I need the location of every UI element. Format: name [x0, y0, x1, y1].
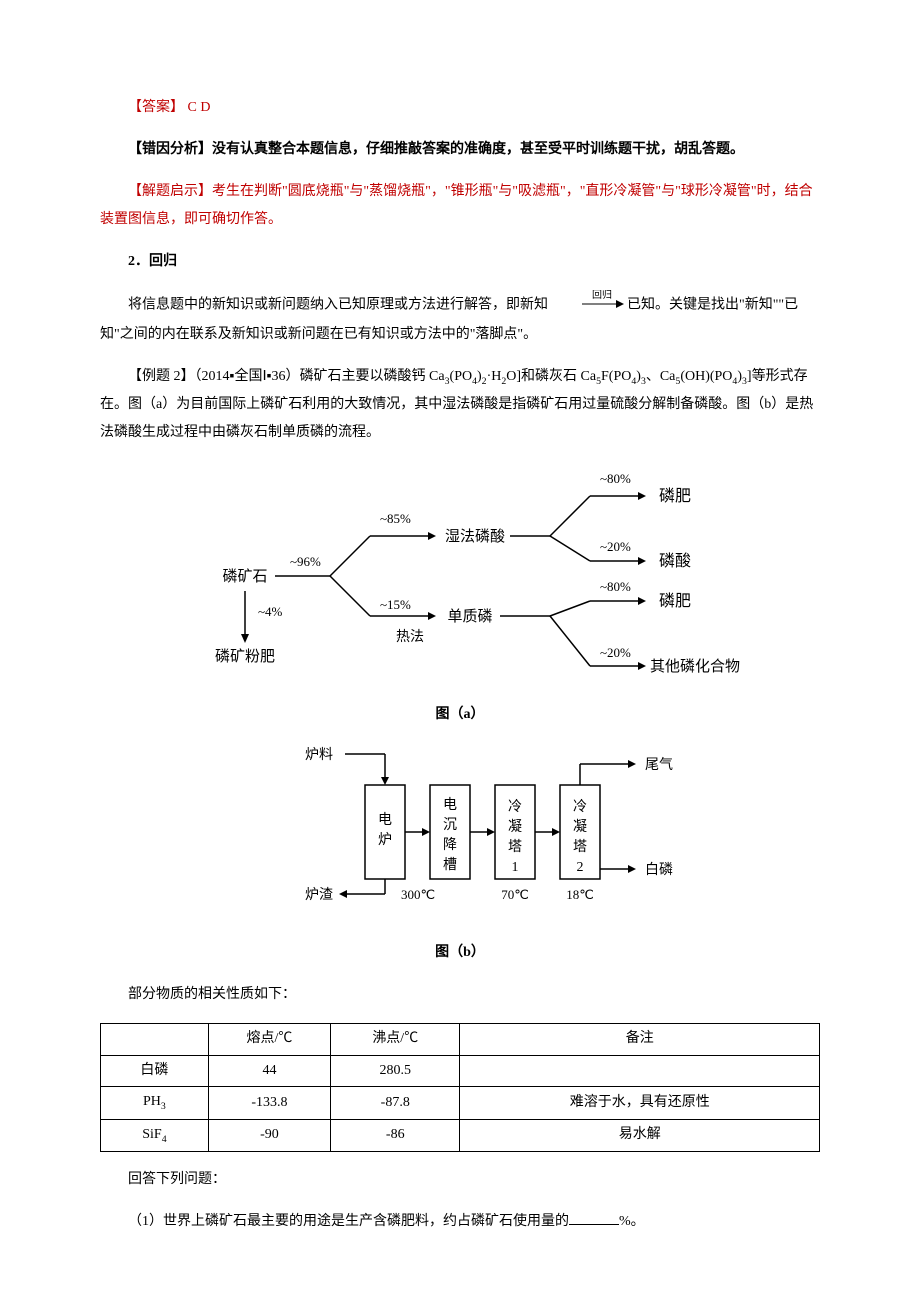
- example-2-source: （2014▪全国Ⅰ▪36）: [195, 369, 300, 384]
- label-p4: ~4%: [258, 604, 283, 619]
- table-row: SiF4 -90 -86 易水解: [101, 1119, 820, 1151]
- hint-label: 【解题启示】: [128, 184, 212, 199]
- cell-mp-1: -133.8: [208, 1087, 330, 1119]
- node-other-comp: 其他磷化合物: [650, 658, 740, 675]
- node-ore: 磷矿石: [222, 568, 267, 585]
- diagram-b: 炉料 炉渣 电 炉 电 沉 降 槽 冷 凝 塔 1 冷 凝 塔 2: [230, 739, 690, 929]
- section-2-title: 回归: [149, 254, 177, 269]
- table-intro: 部分物质的相关性质如下：: [100, 981, 820, 1009]
- cell-name-0: 白磷: [101, 1055, 209, 1086]
- error-analysis-text: 没有认真整合本题信息，仔细推敲答案的准确度，甚至受平时训练题干扰，胡乱答题。: [212, 142, 744, 157]
- th-2: 沸点/℃: [331, 1024, 460, 1055]
- error-analysis-line: 【错因分析】没有认真整合本题信息，仔细推敲答案的准确度，甚至受平时训练题干扰，胡…: [100, 136, 820, 164]
- label-p85: ~85%: [380, 511, 411, 526]
- out-top: 尾气: [645, 757, 673, 773]
- cell-bp-1: -87.8: [331, 1087, 460, 1119]
- table-header-row: 熔点/℃ 沸点/℃ 备注: [101, 1024, 820, 1055]
- node-other-elem: 磷肥: [659, 592, 691, 610]
- q1-after: %。: [619, 1214, 645, 1229]
- cell-name-1: PH3: [101, 1087, 209, 1119]
- node-fert: 磷肥: [659, 487, 691, 505]
- th-0: [101, 1024, 209, 1055]
- box-3d: 2: [577, 860, 584, 875]
- node-heat: 热法: [396, 629, 424, 645]
- node-elem: 单质磷: [447, 608, 492, 625]
- answer-label: 【答案】: [128, 100, 184, 115]
- return-arrow: 回归: [552, 290, 624, 321]
- cell-name-2: SiF4: [101, 1119, 209, 1151]
- cell-note-1: 难溶于水，具有还原性: [460, 1087, 820, 1119]
- temp-1: 70℃: [501, 887, 529, 902]
- return-before: 将信息题中的新知识或新问题纳入已知原理或方法进行解答，即新知: [128, 298, 548, 313]
- q1-before: （1）世界上磷矿石最主要的用途是生产含磷肥料，约占磷矿石使用量的: [128, 1214, 569, 1229]
- box-3c: 塔: [573, 839, 587, 855]
- box-0b: 炉: [378, 832, 392, 848]
- example-2-label: 【例题 2】: [128, 369, 195, 384]
- label-p80a: ~80%: [600, 471, 631, 486]
- answer-value: C D: [188, 100, 211, 115]
- box-1a: 电: [443, 797, 457, 813]
- cell-note-2: 易水解: [460, 1119, 820, 1151]
- diagram-a-caption: 图（a）: [100, 701, 820, 729]
- table-row: 白磷 44 280.5: [101, 1055, 820, 1086]
- label-p20b: ~20%: [600, 645, 631, 660]
- q1-blank[interactable]: [569, 1210, 619, 1225]
- box-3a: 冷: [573, 799, 587, 815]
- th-1: 熔点/℃: [208, 1024, 330, 1055]
- label-p80b: ~80%: [600, 579, 631, 594]
- in-bottom: 炉渣: [305, 887, 333, 903]
- diagram-b-container: 炉料 炉渣 电 炉 电 沉 降 槽 冷 凝 塔 1 冷 凝 塔 2: [100, 739, 820, 967]
- hint-line: 【解题启示】考生在判断"圆底烧瓶"与"蒸馏烧瓶"，"锥形瓶"与"吸滤瓶"，"直形…: [100, 178, 820, 234]
- label-p15: ~15%: [380, 597, 411, 612]
- diagram-b-caption: 图（b）: [100, 939, 820, 967]
- properties-table-wrap: 熔点/℃ 沸点/℃ 备注 白磷 44 280.5 PH3 -133.8 -87.…: [100, 1023, 820, 1152]
- box-2b: 凝: [508, 819, 522, 835]
- temp-2: 18℃: [566, 887, 594, 902]
- box-2a: 冷: [508, 799, 522, 815]
- section-2-heading: 2．回归: [100, 248, 820, 276]
- node-wet: 湿法磷酸: [445, 528, 505, 545]
- after-table: 回答下列问题：: [100, 1166, 820, 1194]
- properties-table: 熔点/℃ 沸点/℃ 备注 白磷 44 280.5 PH3 -133.8 -87.…: [100, 1023, 820, 1152]
- node-acid: 磷酸: [659, 552, 691, 570]
- cell-bp-0: 280.5: [331, 1055, 460, 1086]
- return-paragraph: 将信息题中的新知识或新问题纳入已知原理或方法进行解答，即新知 回归 已知。关键是…: [100, 290, 820, 349]
- node-powder: 磷矿粉肥: [215, 648, 275, 665]
- diagram-a: 磷矿石 ~4% 磷矿粉肥 ~96% ~85% 湿法磷酸 ~15% 单质磷 热法 …: [180, 461, 740, 691]
- arrow-label-text: 回归: [592, 290, 612, 301]
- box-1c: 降: [443, 837, 457, 853]
- box-1b: 沉: [443, 817, 457, 833]
- box-0a: 电: [378, 812, 392, 828]
- cell-mp-0: 44: [208, 1055, 330, 1086]
- label-p96: ~96%: [290, 554, 321, 569]
- table-row: PH3 -133.8 -87.8 难溶于水，具有还原性: [101, 1087, 820, 1119]
- answer-line: 【答案】 C D: [100, 94, 820, 122]
- box-2c: 塔: [508, 839, 522, 855]
- error-analysis-label: 【错因分析】: [128, 142, 212, 157]
- diagram-a-container: 磷矿石 ~4% 磷矿粉肥 ~96% ~85% 湿法磷酸 ~15% 单质磷 热法 …: [100, 461, 820, 729]
- cell-mp-2: -90: [208, 1119, 330, 1151]
- in-top: 炉料: [305, 747, 333, 763]
- box-2d: 1: [512, 860, 519, 875]
- question-1: （1）世界上磷矿石最主要的用途是生产含磷肥料，约占磷矿石使用量的 %。: [100, 1208, 820, 1236]
- section-2-number: 2．: [128, 254, 149, 269]
- box-1d: 槽: [443, 857, 457, 873]
- cell-note-0: [460, 1055, 820, 1086]
- box-3b: 凝: [573, 819, 587, 835]
- temp-0: 300℃: [401, 887, 435, 902]
- cell-bp-2: -86: [331, 1119, 460, 1151]
- th-3: 备注: [460, 1024, 820, 1055]
- label-p20a: ~20%: [600, 539, 631, 554]
- out-bottom: 白磷: [645, 862, 673, 878]
- example-2-paragraph: 【例题 2】（2014▪全国Ⅰ▪36）磷矿石主要以磷酸钙 Ca3(PO4)2·H…: [100, 363, 820, 447]
